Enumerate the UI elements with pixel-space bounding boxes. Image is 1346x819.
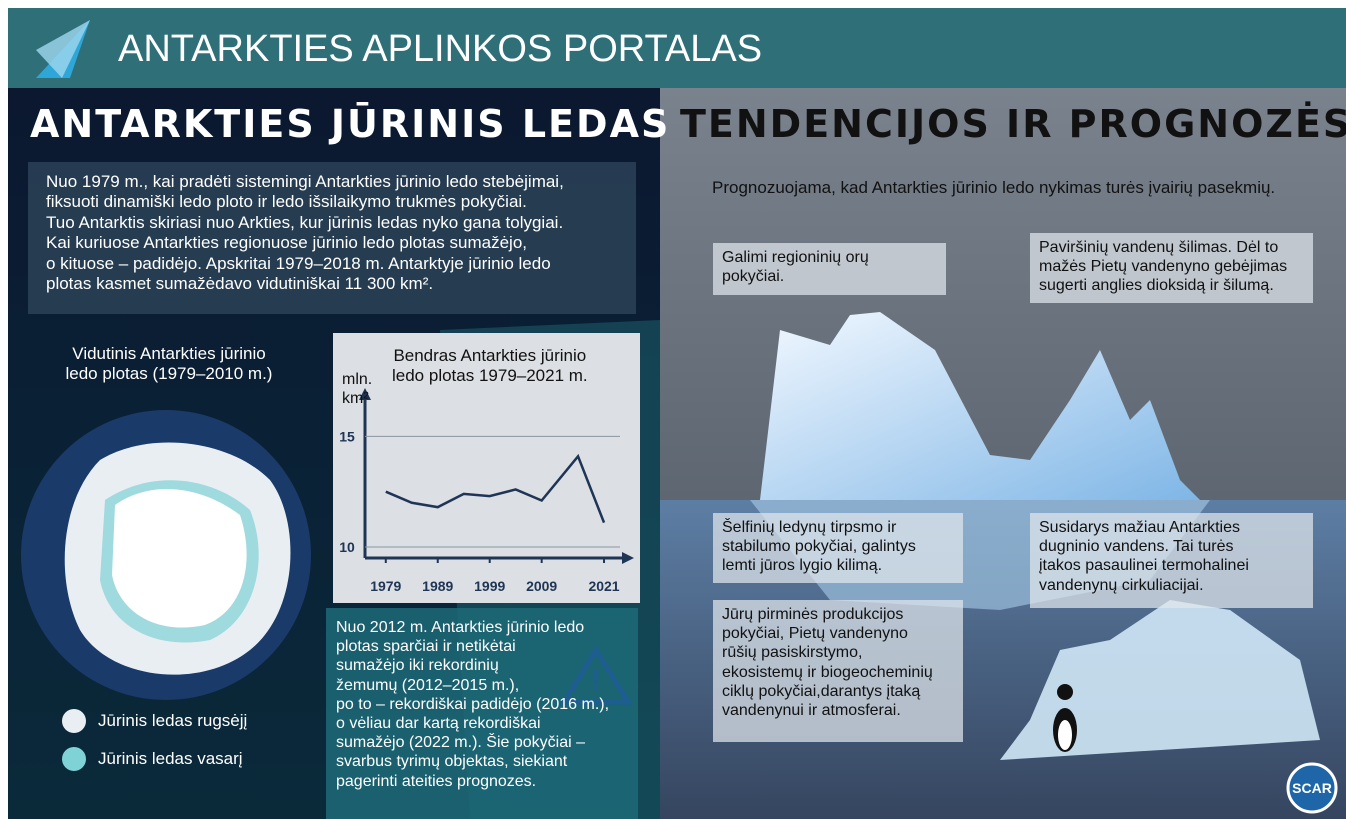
- info-line: vandenynų cirkuliacijai.: [1039, 576, 1304, 595]
- penguin: [1058, 720, 1072, 750]
- legend-label: Jūrinis ledas vasarį: [98, 749, 243, 769]
- x-tick-label: 2021: [588, 578, 619, 594]
- chart-title-line: ledo plotas 1979–2021 m.: [392, 366, 588, 386]
- intro-line: Kai kuriuose Antarkties regionuose jūrin…: [46, 233, 564, 253]
- x-tick-label: 1979: [370, 578, 401, 594]
- x-tick-label: 1999: [474, 578, 505, 594]
- y-label-line: km²: [342, 389, 372, 408]
- right-subtitle: Prognozuojama, kad Antarkties jūrinio le…: [712, 178, 1275, 198]
- legend-swatch: [62, 709, 86, 733]
- x-tick-label: 1989: [422, 578, 453, 594]
- warning-line: sumažėjo iki rekordinių: [336, 656, 609, 675]
- info-line: Paviršinių vandenų šilimas. Dėl to: [1039, 238, 1304, 257]
- intro-line: Nuo 1979 m., kai pradėti sistemingi Anta…: [46, 172, 564, 192]
- scar-logo-text: SCAR: [1292, 780, 1332, 796]
- x-tick-label: 2009: [526, 578, 557, 594]
- intro-line: Tuo Antarktis skiriasi nuo Arkties, kur …: [46, 213, 564, 233]
- intro-line: plotas kasmet sumažėdavo vidutiniškai 11…: [46, 274, 564, 294]
- map-title-line: Vidutinis Antarkties jūrinio: [44, 344, 294, 364]
- warning-line: žemumų (2012–2015 m.),: [336, 676, 609, 695]
- y-tick-label: 10: [339, 539, 355, 555]
- y-label-line: mln.: [342, 370, 372, 389]
- info-line: įtakos pasaulinei termohalinei: [1039, 556, 1304, 575]
- warning-line: pagerinti ateities prognozes.: [336, 772, 609, 791]
- warning-line: plotas sparčiai ir netikėtai: [336, 637, 609, 656]
- warning-line: sumažėjo (2022 m.). Šie pokyčiai –: [336, 733, 609, 752]
- warning-line: Nuo 2012 m. Antarkties jūrinio ledo: [336, 618, 609, 637]
- info-line: Šelfinių ledynų tirpsmo ir: [722, 518, 954, 537]
- intro-text: Nuo 1979 m., kai pradėti sistemingi Anta…: [46, 172, 564, 294]
- info-line: rūšių pasiskirstymo,: [722, 643, 954, 662]
- warning-line: po to – rekordiškai padidėjo (2016 m.),: [336, 695, 609, 714]
- info-line: pokyčiai, Pietų vandenyno: [722, 624, 954, 643]
- info-line: ekosistemų ir biogeocheminių: [722, 663, 954, 682]
- warning-line: svarbus tyrimų objektas, siekiant: [336, 752, 609, 771]
- info-line: mažės Pietų vandenyno gebėjimas: [1039, 257, 1304, 276]
- legend-entry: Jūrinis ledas vasarį: [62, 740, 247, 778]
- info-line: sugerti anglies dioksidą ir šilumą.: [1039, 276, 1304, 295]
- y-axis-label: mln.km²: [342, 370, 372, 408]
- info-line: stabilumo pokyčiai, galintys: [722, 537, 954, 556]
- info-line: Galimi regioninių orų: [722, 248, 937, 267]
- warning-line: o vėliau dar kartą rekordiškai: [336, 714, 609, 733]
- map-title-line: ledo plotas (1979–2010 m.): [44, 364, 294, 384]
- intro-line: o kituose – padidėjo. Apskritai 1979–201…: [46, 254, 564, 274]
- info-line: pokyčiai.: [722, 267, 937, 286]
- map-continent: [112, 489, 247, 628]
- info-line: Jūrų pirminės produkcijos: [722, 605, 954, 624]
- info-line: dugninio vandens. Tai turės: [1039, 537, 1304, 556]
- legend-entry: Jūrinis ledas rugsėjį: [62, 702, 247, 740]
- intro-line: fiksuoti dinamiški ledo ploto ir ledo iš…: [46, 192, 564, 212]
- legend: Jūrinis ledas rugsėjį Jūrinis ledas vasar…: [62, 702, 247, 778]
- legend-swatch: [62, 747, 86, 771]
- penguin: [1057, 684, 1073, 700]
- header-title: ANTARKTIES APLINKOS PORTALAS: [118, 28, 762, 71]
- infographic: ! SCAR 101519791989199920092021 ANTARKTI…: [0, 0, 1346, 819]
- legend-label: Jūrinis ledas rugsėjį: [98, 711, 247, 731]
- info-line: Susidarys mažiau Antarkties: [1039, 518, 1304, 537]
- chart-title-line: Bendras Antarkties jūrinio: [392, 346, 588, 366]
- info-line: lemti jūros lygio kilimą.: [722, 556, 954, 575]
- right-title: TENDENCIJOS IR PROGNOZĖS: [680, 102, 1346, 146]
- info-line: vandenynui ir atmosferai.: [722, 701, 954, 720]
- y-tick-label: 15: [339, 428, 355, 444]
- info-line: ciklų pokyčiai,darantys įtaką: [722, 682, 954, 701]
- left-title: ANTARKTIES JŪRINIS LEDAS: [30, 102, 670, 146]
